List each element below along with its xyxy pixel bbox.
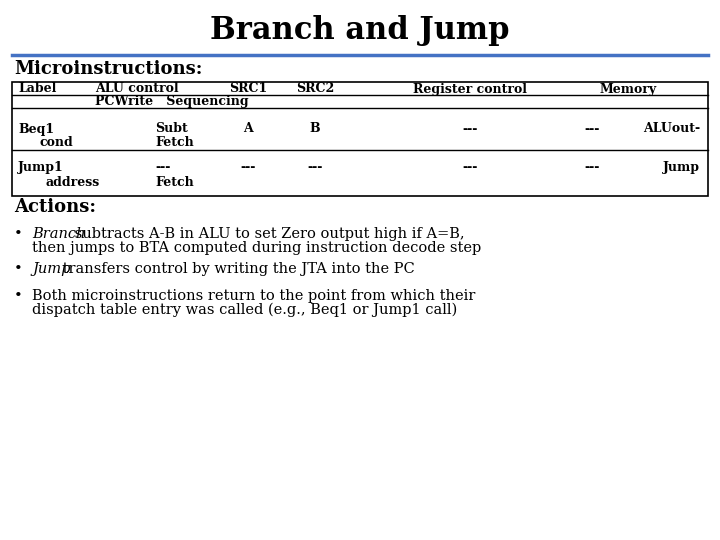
Text: Branch and Jump: Branch and Jump: [210, 15, 510, 45]
Text: PCWrite   Sequencing: PCWrite Sequencing: [95, 96, 248, 109]
Text: •: •: [14, 262, 23, 276]
Text: dispatch table entry was called (e.g., Beq1 or Jump1 call): dispatch table entry was called (e.g., B…: [32, 303, 457, 317]
Text: SRC1: SRC1: [229, 83, 267, 96]
Text: ALU control: ALU control: [95, 83, 179, 96]
Text: •: •: [14, 227, 23, 241]
Text: ---: ---: [307, 160, 323, 173]
Text: ---: ---: [240, 160, 256, 173]
Text: Beq1: Beq1: [18, 123, 54, 136]
Text: Jump: Jump: [663, 160, 700, 173]
Text: ---: ---: [585, 160, 600, 173]
Text: Actions:: Actions:: [14, 198, 96, 216]
Text: Register control: Register control: [413, 83, 527, 96]
Text: ---: ---: [585, 123, 600, 136]
Text: Fetch: Fetch: [155, 136, 194, 148]
Text: Jump1: Jump1: [18, 160, 64, 173]
Bar: [12, 82, 708, 196]
Text: Microinstructions:: Microinstructions:: [14, 60, 202, 78]
Text: •: •: [14, 289, 23, 303]
Text: Subt: Subt: [155, 123, 188, 136]
Text: B: B: [310, 123, 320, 136]
Text: cond: cond: [40, 136, 73, 148]
Text: Memory: Memory: [600, 83, 657, 96]
Text: Label: Label: [18, 83, 56, 96]
Text: transfers control by writing the JTA into the PC: transfers control by writing the JTA int…: [58, 262, 415, 276]
Text: ---: ---: [155, 160, 171, 173]
Text: SRC2: SRC2: [296, 83, 334, 96]
Text: ALUout-: ALUout-: [643, 123, 700, 136]
Text: ---: ---: [462, 160, 477, 173]
Text: Fetch: Fetch: [155, 176, 194, 188]
Text: ---: ---: [462, 123, 477, 136]
Text: Jump: Jump: [32, 262, 71, 276]
Text: Both microinstructions return to the point from which their: Both microinstructions return to the poi…: [32, 289, 475, 303]
Text: A: A: [243, 123, 253, 136]
Text: subtracts A-B in ALU to set Zero output high if A=B,: subtracts A-B in ALU to set Zero output …: [70, 227, 464, 241]
Text: address: address: [45, 176, 99, 188]
Text: Branch: Branch: [32, 227, 86, 241]
Text: then jumps to BTA computed during instruction decode step: then jumps to BTA computed during instru…: [32, 241, 481, 255]
